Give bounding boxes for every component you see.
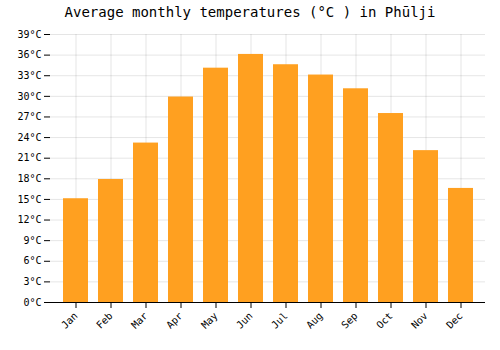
svg-text:0°C: 0°C bbox=[23, 297, 41, 308]
svg-text:Mar: Mar bbox=[129, 310, 150, 331]
html-text:Average monthly temperatures (: Average monthly temperatures (°C ) in Ph… bbox=[64, 4, 436, 20]
svg-text:Sep: Sep bbox=[339, 310, 360, 331]
svg-text:21°C: 21°C bbox=[17, 152, 41, 163]
svg-text:9°C: 9°C bbox=[23, 235, 41, 246]
svg-text:15°C: 15°C bbox=[17, 194, 41, 205]
svg-text:30°C: 30°C bbox=[17, 91, 41, 102]
svg-text:Feb: Feb bbox=[94, 310, 115, 331]
svg-text:Jan: Jan bbox=[59, 310, 80, 331]
svg-text:27°C: 27°C bbox=[17, 111, 41, 122]
svg-text:12°C: 12°C bbox=[17, 214, 41, 225]
svg-text:Dec: Dec bbox=[444, 310, 465, 331]
svg-text:18°C: 18°C bbox=[17, 173, 41, 184]
svg-text:36°C: 36°C bbox=[17, 49, 41, 60]
svg-text:33°C: 33°C bbox=[17, 70, 41, 81]
svg-text:Apr: Apr bbox=[164, 310, 185, 331]
svg-text:May: May bbox=[199, 310, 220, 331]
svg-text:Nov: Nov bbox=[409, 310, 430, 331]
svg-text:Jun: Jun bbox=[234, 310, 255, 331]
svg-text:3°C: 3°C bbox=[23, 276, 41, 287]
svg-text:39°C: 39°C bbox=[17, 29, 41, 40]
svg-text:Jul: Jul bbox=[269, 310, 290, 331]
svg-text:24°C: 24°C bbox=[17, 132, 41, 143]
svg-text:Oct: Oct bbox=[374, 310, 395, 331]
svg-text:Aug: Aug bbox=[304, 310, 325, 331]
svg-text:6°C: 6°C bbox=[23, 255, 41, 266]
